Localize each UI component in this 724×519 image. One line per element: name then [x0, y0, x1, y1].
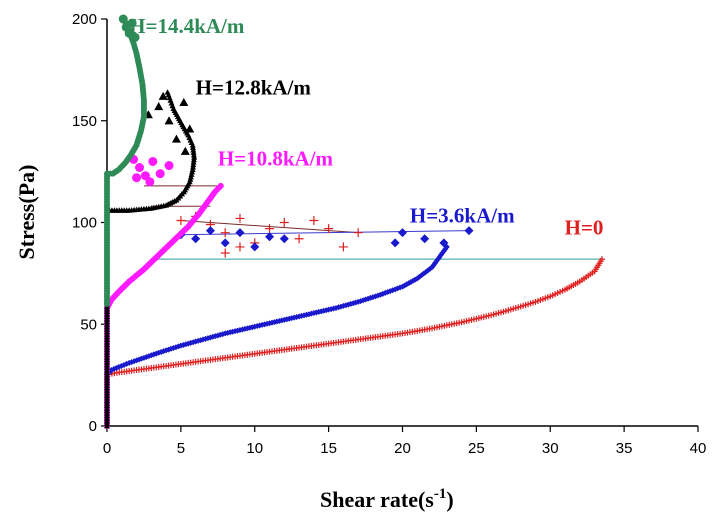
x-axis-title-suffix: ): [446, 487, 453, 512]
data-point: [390, 238, 400, 248]
data-point: [158, 91, 168, 100]
data-point: [220, 238, 230, 248]
data-point: [235, 242, 245, 252]
series-h-10-8ka-m: [104, 154, 224, 429]
data-point: [127, 18, 137, 28]
series-label: H=10.8kA/m: [218, 147, 334, 171]
data-point: [235, 213, 245, 223]
data-point: [220, 248, 230, 258]
data-point: [171, 134, 181, 143]
data-point: [420, 234, 430, 244]
data-point: [338, 242, 348, 252]
data-point: [166, 94, 173, 101]
data-point: [309, 215, 319, 225]
data-point: [130, 32, 140, 42]
data-point: [265, 232, 275, 242]
data-point: [439, 238, 449, 248]
x-tick-label: 35: [616, 440, 633, 457]
data-point: [235, 228, 245, 238]
data-point: [118, 14, 128, 24]
x-tick-label: 20: [394, 440, 411, 457]
data-point: [145, 177, 155, 187]
axes: 0 5 10 15 20 25 30 35 40 0 50 100 150 200: [72, 11, 706, 457]
y-tick-label: 50: [80, 316, 97, 333]
x-tick-label: 25: [468, 440, 485, 457]
series-h-12-8ka-m: [104, 89, 198, 429]
y-tick-label: 100: [72, 215, 97, 232]
y-tick-label: 200: [72, 11, 97, 28]
series-label: H=12.8kA/m: [196, 75, 312, 99]
data-point: [167, 97, 174, 103]
data-point: [464, 226, 474, 236]
x-tick-label: 15: [320, 440, 337, 457]
x-tick-label: 0: [103, 440, 111, 457]
data-point: [170, 105, 177, 111]
data-point: [191, 234, 201, 244]
data-point: [353, 228, 363, 238]
x-axis-title: Shear rate(s-1): [320, 486, 454, 512]
series-label: H=0: [565, 216, 604, 240]
x-tick-label: 5: [177, 440, 185, 457]
data-point: [217, 182, 224, 189]
x-axis-title-superscript: -1: [434, 486, 447, 502]
series-h-0: [104, 211, 605, 429]
x-tick-label: 40: [690, 440, 707, 457]
data-point: [220, 228, 230, 238]
data-point: [132, 173, 142, 183]
data-point: [598, 256, 605, 263]
y-tick-label: 150: [72, 113, 97, 130]
x-tick-label: 30: [542, 440, 559, 457]
connector-line: [180, 230, 469, 236]
data-point: [168, 100, 175, 106]
y-axis-title: Stress(Pa): [14, 165, 39, 260]
data-point: [165, 91, 172, 98]
data-point: [135, 163, 145, 173]
data-point: [294, 234, 304, 244]
data-point: [265, 224, 275, 234]
y-tick-label: 0: [89, 418, 97, 435]
data-point: [324, 224, 334, 234]
data-point: [185, 124, 195, 133]
data-point: [164, 89, 171, 95]
data-point: [398, 228, 407, 238]
data-point: [205, 226, 215, 236]
series-label: H=3.6kA/m: [410, 204, 515, 228]
series-label: H=14.4kA/m: [129, 14, 245, 38]
data-point: [179, 97, 189, 107]
series-group: [104, 14, 605, 429]
data-point: [154, 102, 164, 111]
data-point: [148, 156, 158, 166]
data-point: [279, 218, 289, 227]
data-point: [180, 146, 190, 155]
data-point: [176, 215, 186, 225]
data-point: [169, 102, 176, 109]
x-axis-title-main: Shear rate(s: [320, 487, 434, 512]
series-h-14-4ka-m: [104, 14, 147, 307]
data-point: [155, 169, 165, 179]
data-point: [164, 161, 174, 171]
series-labels: H=0 H=3.6kA/m H=10.8kA/m H=12.8kA/m H=14.4kA…: [129, 14, 603, 239]
data-point: [279, 234, 289, 244]
data-point: [250, 242, 260, 252]
x-tick-label: 10: [246, 440, 263, 457]
data-point: [164, 116, 174, 125]
